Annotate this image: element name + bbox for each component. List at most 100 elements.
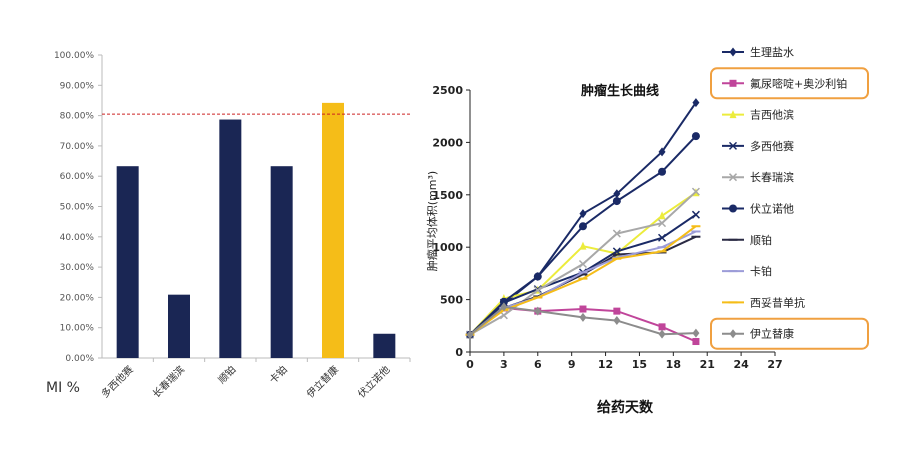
bar-y-tick-label: 70.00%	[60, 142, 95, 152]
bar-chart: 0.00% 10.00% 20.00% 30.00% 40.00% 50.00% 60.00…	[46, 51, 411, 400]
line-x-tick-label: 6	[534, 358, 542, 371]
bar-category-label: 卡铂	[266, 363, 289, 386]
bar-category-label: 长春瑞滨	[150, 363, 187, 400]
line-x-tick-label: 21	[700, 358, 715, 371]
line-point	[658, 147, 666, 157]
line-point	[613, 307, 621, 315]
bar-y-tick-label: 10.00%	[60, 324, 95, 334]
legend-item: 伊立替康	[710, 317, 869, 350]
bar	[116, 166, 139, 358]
line-point	[728, 141, 738, 150]
bar-category-label: 多西他赛	[98, 363, 135, 400]
line-point	[533, 272, 542, 281]
legend-item: 生理盐水	[722, 45, 794, 59]
line-point	[613, 189, 621, 199]
bar-y-tick-label: 90.00%	[60, 81, 95, 91]
line-point	[691, 210, 700, 219]
bar	[322, 102, 344, 359]
legend-label: 伏立诺他	[750, 202, 794, 216]
legend-highlight-box	[710, 67, 869, 100]
legend-label: 顺铂	[750, 233, 772, 247]
legend-label: 西妥昔单抗	[750, 295, 805, 309]
line-point	[612, 229, 621, 238]
bar-y-label: MI %	[46, 380, 80, 396]
line-point	[579, 312, 587, 322]
line-point	[500, 302, 508, 312]
line-x-tick-label: 27	[767, 358, 782, 371]
legend-label: 伊立替康	[750, 327, 794, 341]
bar-y-tick-label: 40.00%	[60, 233, 95, 243]
line-point	[691, 132, 700, 141]
bar-y-tick-label: 50.00%	[60, 203, 95, 213]
line-chart-title: 肿瘤生长曲线	[581, 83, 659, 99]
line-x-tick-label: 18	[666, 358, 681, 371]
line-series	[466, 302, 700, 340]
bar-category-label: 顺铂	[215, 363, 238, 386]
line-point	[729, 204, 737, 213]
legend-item: 多西他赛	[722, 139, 794, 153]
line-point	[658, 329, 666, 339]
line-y-tick-label: 0	[455, 346, 463, 359]
legend-item: 顺铂	[722, 233, 772, 247]
line-point	[613, 316, 621, 326]
line-point	[499, 297, 508, 306]
line-point	[578, 222, 587, 231]
legend-label: 吉西他滨	[750, 108, 794, 122]
line-y-tick-label: 2000	[432, 136, 463, 149]
legend-label: 多西他赛	[750, 139, 794, 153]
legend-item: 伏立诺他	[722, 202, 794, 216]
legend-item: 长春瑞滨	[722, 170, 794, 184]
line-point	[692, 98, 700, 108]
bar	[168, 294, 190, 358]
line-point	[728, 173, 738, 182]
bar-y-tick-label: 80.00%	[60, 112, 95, 122]
legend-label: 生理盐水	[750, 45, 794, 59]
line-point	[612, 197, 621, 206]
legend-item: 吉西他滨	[722, 108, 794, 122]
legend: 生理盐水氟尿嘧啶+奥沙利铂吉西他滨多西他赛长春瑞滨伏立诺他顺铂卡铂西妥昔单抗伊立…	[710, 45, 869, 350]
line-y-label: 肿瘤平均体积(mm³)	[425, 171, 439, 271]
bar-y-tick-label: 0.00%	[65, 354, 94, 364]
line-point	[729, 47, 737, 57]
legend-label: 长春瑞滨	[750, 170, 794, 184]
line-x-tick-label: 3	[500, 358, 508, 371]
line-x-tick-label: 0	[466, 358, 474, 371]
legend-item: 氟尿嘧啶+奥沙利铂	[710, 67, 869, 100]
line-point	[658, 219, 667, 228]
legend-label: 卡铂	[750, 264, 772, 278]
bar-y-tick-label: 20.00%	[60, 293, 95, 303]
line-point	[658, 323, 666, 331]
line-point	[729, 79, 737, 87]
legend-item: 卡铂	[722, 264, 772, 278]
line-x-tick-label: 15	[632, 358, 647, 371]
line-point	[692, 338, 700, 346]
legend-item: 西妥昔单抗	[722, 295, 805, 309]
line-y-tick-label: 500	[440, 294, 463, 307]
bar	[270, 166, 293, 358]
line-y-tick-label: 1000	[432, 241, 463, 254]
line-point	[729, 329, 737, 339]
line-point	[658, 233, 667, 242]
line-chart: 0 500 1000 1500 2000 2500 0 3 6 9 12 15 18 21 24 27 肿瘤生长…	[425, 83, 783, 416]
line-series	[465, 187, 700, 339]
bar-y-tick-label: 30.00%	[60, 263, 95, 273]
line-y-tick-label: 1500	[432, 189, 463, 202]
line-point	[533, 286, 542, 295]
bar-category-label: 伏立诺他	[355, 363, 392, 400]
line-point	[534, 306, 542, 316]
bar	[219, 119, 242, 358]
bar	[373, 333, 396, 358]
legend-highlight-box	[710, 317, 869, 350]
bar-category-label: 伊立替康	[304, 363, 341, 400]
line-y-tick-label: 2500	[432, 84, 463, 97]
line-x-tick-label: 12	[598, 358, 613, 371]
line-point	[579, 209, 587, 219]
legend-label: 氟尿嘧啶+奥沙利铂	[750, 76, 847, 90]
line-point	[658, 167, 667, 176]
line-point	[729, 110, 737, 119]
line-point	[658, 211, 666, 220]
line-point	[579, 305, 587, 313]
line-x-tick-label: 24	[733, 358, 749, 371]
